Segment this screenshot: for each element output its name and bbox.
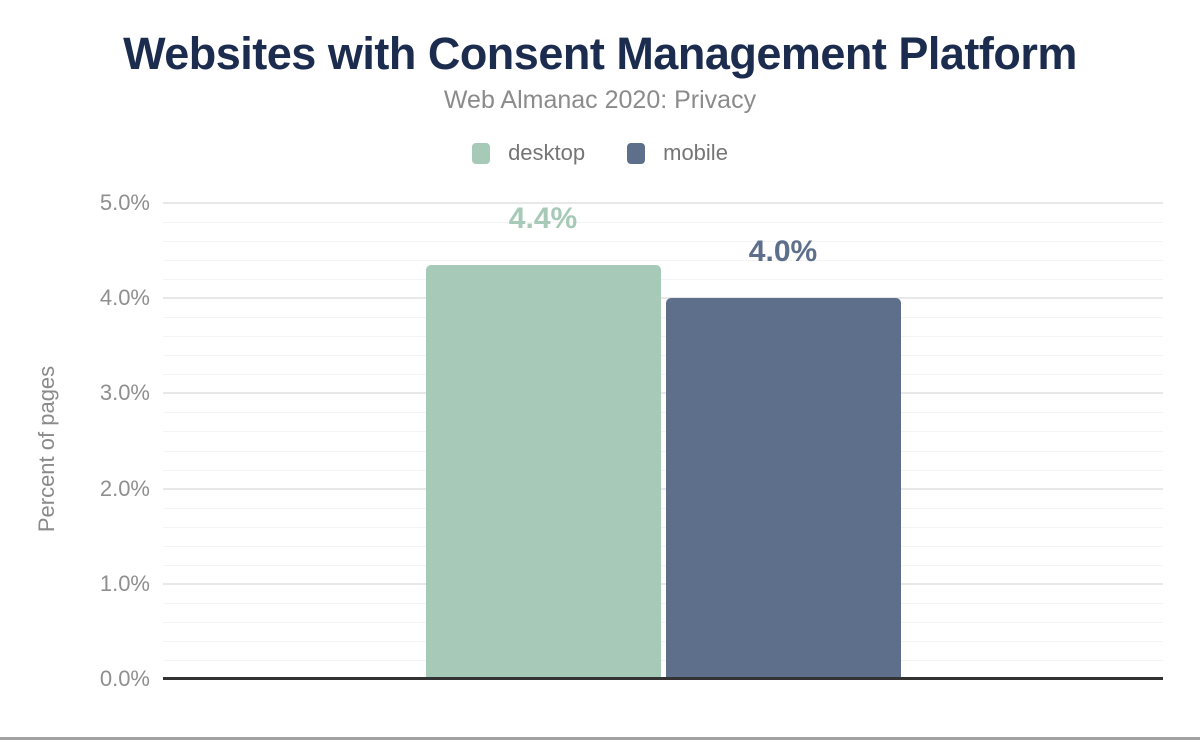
y-tick-label-1.0%: 1.0% xyxy=(99,570,150,596)
bar-column-mobile: 4.0% xyxy=(665,203,901,679)
bar-mobile[interactable] xyxy=(665,298,901,679)
gridline-minor xyxy=(163,412,1163,414)
legend-label-mobile: mobile xyxy=(663,140,728,165)
gridline-minor xyxy=(163,602,1163,604)
gridline-minor xyxy=(163,279,1163,281)
bar-desktop[interactable] xyxy=(425,265,661,679)
gridline-minor xyxy=(163,621,1163,623)
legend-label-desktop: desktop xyxy=(508,140,586,165)
gridline-minor xyxy=(163,545,1163,547)
y-tick-label-3.0%: 3.0% xyxy=(99,380,150,406)
gridline-minor xyxy=(163,241,1163,243)
gridline-minor xyxy=(163,317,1163,319)
bar-group: 4.4% 4.0% xyxy=(163,203,1163,679)
gridline-minor xyxy=(163,374,1163,376)
gridline-minor xyxy=(163,640,1163,642)
gridline-minor xyxy=(163,507,1163,509)
gridline-minor xyxy=(163,450,1163,452)
gridline-major xyxy=(163,202,1163,204)
gridline-minor xyxy=(163,431,1163,433)
y-axis-ticks: 0.0% 1.0% 2.0% 3.0% 4.0% 5.0% xyxy=(0,192,150,690)
plot-area: 4.4% 4.0% xyxy=(163,202,1163,680)
gridline-major xyxy=(163,582,1163,585)
x-axis-line xyxy=(163,677,1163,680)
gridline-major xyxy=(163,487,1163,490)
legend-item-desktop[interactable]: desktop xyxy=(472,140,585,166)
gridline-minor xyxy=(163,659,1163,661)
y-tick-label-0.0%: 0.0% xyxy=(99,666,150,691)
gridline-minor xyxy=(163,355,1163,357)
chart-subtitle: Web Almanac 2020: Privacy xyxy=(443,86,757,114)
y-tick-label-5.0%: 5.0% xyxy=(99,190,150,215)
legend-item-mobile[interactable]: mobile xyxy=(627,140,728,166)
legend: desktop mobile xyxy=(0,140,1200,166)
gridline-major xyxy=(163,297,1163,300)
gridline-minor xyxy=(163,336,1163,338)
bottom-divider xyxy=(0,737,1200,740)
bar-column-desktop: 4.4% xyxy=(425,202,661,679)
gridline-minor xyxy=(163,526,1163,528)
chart-title: Websites with Consent Management Platfor… xyxy=(123,28,1077,79)
bar-value-label-desktop: 4.4% xyxy=(508,202,578,235)
y-tick-label-4.0%: 4.0% xyxy=(99,285,150,311)
gridline-major xyxy=(163,392,1163,395)
gridline-minor xyxy=(163,469,1163,471)
y-tick-label-2.0%: 2.0% xyxy=(99,475,150,501)
gridline-minor xyxy=(163,564,1163,566)
gridline-minor xyxy=(163,222,1163,224)
bar-value-label-mobile: 4.0% xyxy=(748,235,818,269)
legend-swatch-mobile-icon xyxy=(627,142,646,164)
legend-swatch-desktop-icon xyxy=(472,142,491,164)
gridline-minor xyxy=(163,260,1163,262)
